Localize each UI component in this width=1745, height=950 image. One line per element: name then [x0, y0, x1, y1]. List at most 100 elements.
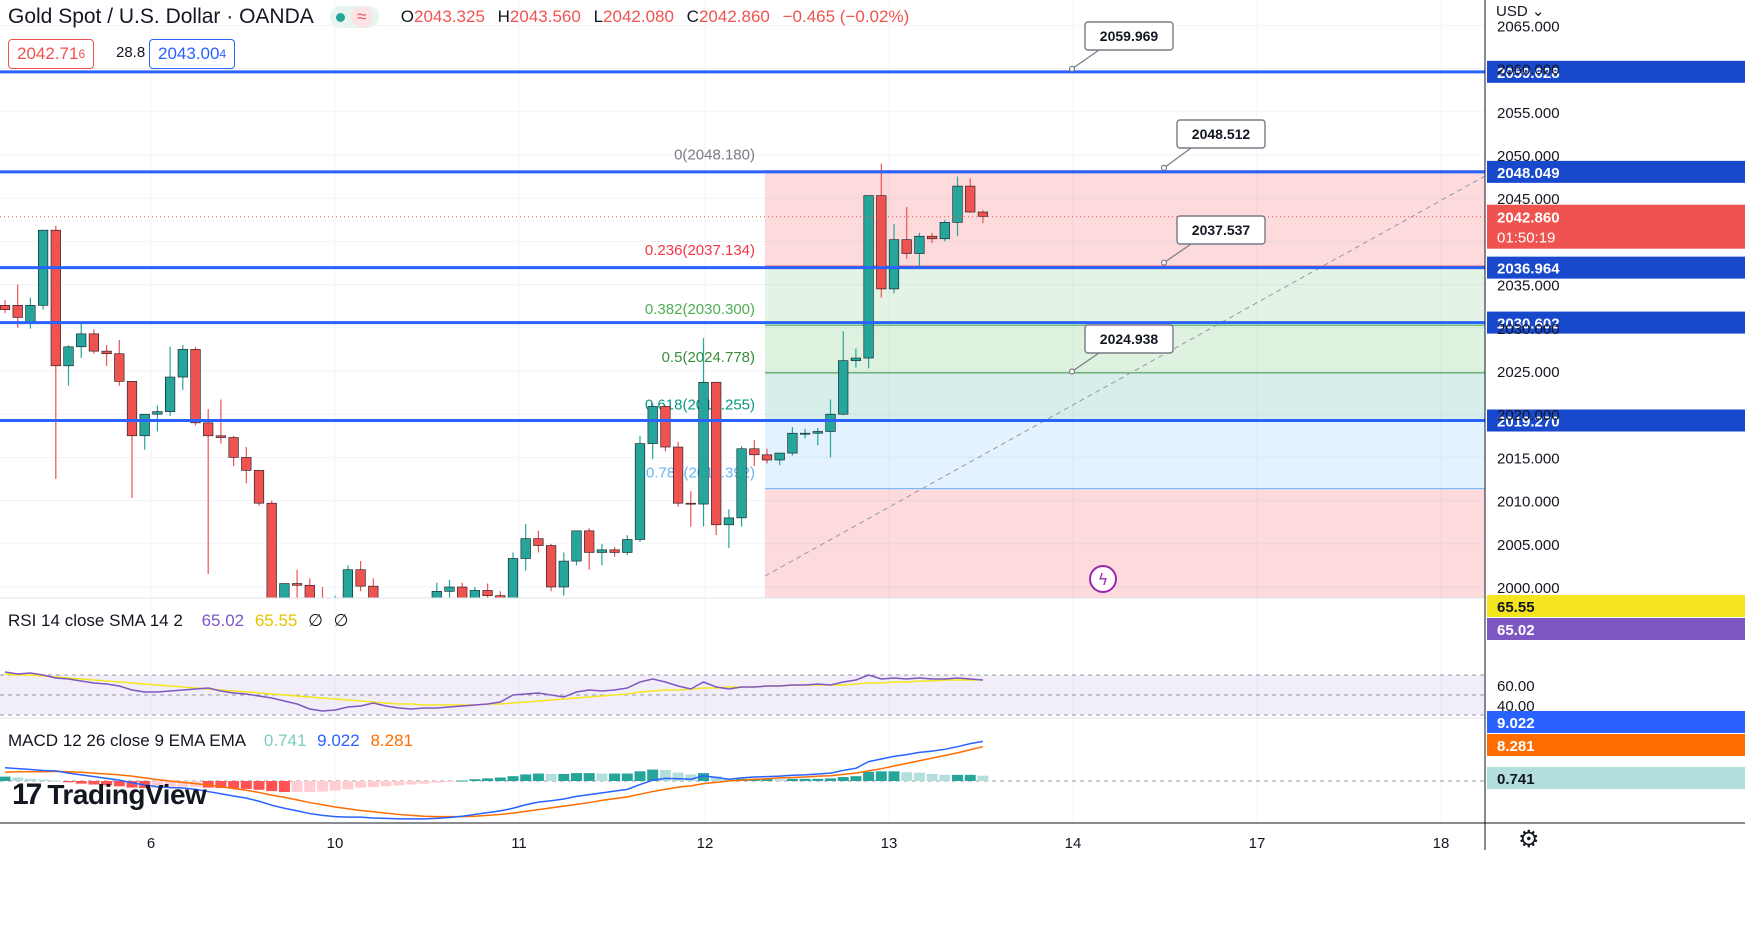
candle-59 — [749, 448, 760, 456]
macd-hist-bar-25 — [317, 781, 328, 792]
ohlc-values: O2043.325 H2043.560 L2042.080 C2042.860 … — [400, 7, 910, 26]
macd-hist-bar-46 — [583, 773, 595, 781]
rsi-sma-tag-label: 65.55 — [1497, 599, 1535, 616]
fib-retracement: 0(2048.180) 0.236(2037.134) 0.382(2030.300… — [645, 147, 1485, 598]
macd-hist-bar-32 — [405, 781, 417, 785]
candle-44 — [558, 560, 569, 588]
tradingview-logo[interactable]: 17 TradingView — [12, 778, 207, 811]
candle-23 — [291, 583, 303, 586]
macd-hist-bar-57 — [723, 779, 735, 781]
time-tick-1: 10 — [327, 835, 344, 852]
high-value: 2043.560 — [509, 7, 581, 26]
lightning-icon — [1089, 565, 1117, 593]
candles — [0, 163, 1485, 599]
macd-hist-bar-5 — [63, 781, 74, 783]
settings-gear-icon[interactable]: ⚙ — [1518, 826, 1540, 853]
macd-hist-bar-29 — [367, 781, 379, 788]
macd-legend[interactable]: MACD 12 26 close 9 EMA EMA 0.741 9.022 8… — [8, 731, 413, 751]
candle-75 — [952, 185, 963, 223]
price-tick-7: 2035.000 — [1497, 278, 1560, 295]
level-tag-3 — [1487, 311, 1745, 334]
macd-line — [4, 740, 984, 820]
macd-hist-bar-41 — [520, 774, 532, 781]
macd-hist-bar-39 — [494, 777, 506, 781]
macd-signal-tag-label: 8.281 — [1497, 738, 1535, 755]
fib-label-2: 0.382(2030.300) — [645, 301, 755, 318]
macd-hist-bar-30 — [380, 781, 392, 787]
time-tick-7: 18 — [1433, 835, 1450, 852]
rsi-value-tag — [1487, 618, 1745, 640]
lightning-glyph: ϟ — [1098, 570, 1109, 589]
candle-55 — [698, 381, 709, 505]
macd-hist-bar-61 — [774, 779, 786, 781]
macd-hist-bar-52 — [659, 770, 671, 781]
candle-16 — [203, 422, 214, 437]
callout-leader-1 — [1163, 147, 1192, 169]
symbol-title[interactable]: Gold Spot / U.S. Dollar · OANDA — [8, 5, 314, 28]
buy-button[interactable]: 2043.004 — [149, 39, 236, 69]
rsi-value-tag-label: 65.02 — [1497, 622, 1535, 639]
callout-leader-2 — [1163, 243, 1192, 264]
level-tag-0 — [1487, 60, 1745, 83]
price-tick-1: 2005.000 — [1497, 537, 1560, 554]
axes: 2000.000 2005.000 2010.000 2015.000 2020.000… — [0, 0, 1745, 852]
candle-62 — [787, 432, 798, 454]
currency-selector[interactable]: USD ⌄ — [1496, 3, 1545, 20]
candle-8 — [101, 350, 112, 355]
low-value: 2042.080 — [603, 7, 674, 26]
time-tick-6: 17 — [1249, 835, 1266, 852]
candle-71 — [901, 239, 912, 254]
macd-hist-bar-20 — [253, 781, 265, 790]
price-tick-12: 2060.000 — [1497, 62, 1560, 79]
level-tag-label-3: 2030.602 — [1497, 316, 1560, 333]
fib-band-5 — [765, 488, 1485, 598]
candle-61 — [774, 452, 785, 461]
candle-38 — [482, 590, 493, 596]
rsi-sma-tag — [1487, 595, 1745, 617]
callout-label-2: 2037.537 — [1192, 222, 1251, 238]
price-tick-5: 2025.000 — [1497, 364, 1560, 381]
macd-hist-bar-4 — [50, 780, 62, 782]
macd-hist-tag — [1487, 767, 1745, 789]
level-tag-label-0: 2059.628 — [1497, 65, 1560, 82]
macd-hist-bar-51 — [647, 769, 659, 781]
macd-hist-bar-8 — [101, 781, 113, 786]
candle-9 — [114, 353, 125, 382]
macd-hist-bar-37 — [469, 779, 481, 781]
rsi-tick-0: 40.00 — [1497, 698, 1535, 715]
sell-button[interactable]: 2042.716 — [8, 39, 95, 69]
macd-hist-bar-3 — [37, 779, 49, 781]
macd-value-tag-label: 9.022 — [1497, 715, 1535, 732]
candle-18 — [228, 437, 239, 458]
candle-34 — [431, 591, 442, 599]
candle-49 — [622, 539, 633, 553]
candle-72 — [914, 235, 925, 254]
rsi-tick-1: 60.00 — [1497, 678, 1535, 695]
candle-11 — [139, 413, 150, 437]
macd-hist-bar-55 — [698, 773, 709, 781]
macd-hist-bar-18 — [228, 781, 240, 789]
macd-hist-bar-31 — [393, 781, 405, 786]
macd-hist-bar-63 — [799, 778, 811, 781]
macd-hist-bar-42 — [532, 773, 544, 781]
macd-hist-bar-26 — [329, 781, 341, 791]
macd-hist-bar-7 — [88, 781, 100, 785]
candle-53 — [672, 446, 684, 504]
rsi-legend[interactable]: RSI 14 close SMA 14 2 65.02 65.55 ∅ ∅ — [8, 611, 349, 631]
candle-27 — [342, 569, 354, 599]
level-tag-label-1: 2048.049 — [1497, 165, 1560, 182]
macd-hist-bar-40 — [507, 776, 519, 781]
last-price-tag — [1487, 204, 1745, 249]
price-tick-9: 2045.000 — [1497, 191, 1560, 208]
macd-hist-bar-53 — [672, 772, 684, 781]
candle-50 — [634, 443, 646, 540]
macd-hist-bar-69 — [875, 771, 887, 781]
macd-hist-bar-43 — [545, 773, 557, 781]
macd-hist-bar-49 — [621, 773, 633, 781]
macd-hist-bar-38 — [482, 778, 494, 781]
market-status-pill[interactable]: ≈ — [329, 6, 379, 28]
wave-icon: ≈ — [350, 6, 373, 28]
macd-hist-bar-70 — [888, 771, 900, 781]
candle-2 — [25, 305, 36, 323]
